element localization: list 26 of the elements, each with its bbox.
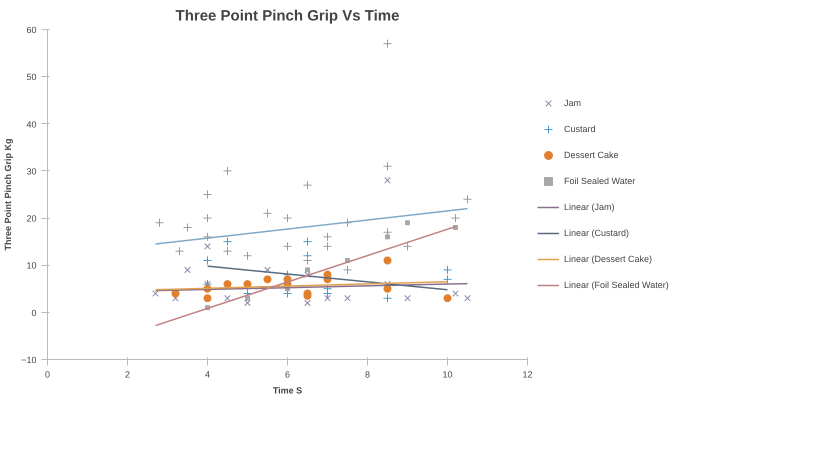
x-tick-label: 4 xyxy=(204,370,210,380)
legend-label: Linear (Custard) xyxy=(564,228,630,238)
legend-label: Linear (Foil Sealed Water) xyxy=(564,280,669,290)
x-axis-title: Time S xyxy=(272,386,302,396)
chart-title: Three Point Pinch Grip Vs Time xyxy=(176,8,400,24)
y-tick-label: −10 xyxy=(21,355,37,365)
y-axis-title: Three Point Pinch Grip Kg xyxy=(3,138,14,251)
y-tick-label: 30 xyxy=(26,166,37,176)
x-tick-label: 6 xyxy=(284,370,290,380)
legend-label: Jam xyxy=(564,98,582,108)
legend-label: Dessert Cake xyxy=(564,150,619,160)
legend-label: Linear (Jam) xyxy=(564,202,615,212)
y-tick-label: 20 xyxy=(26,214,37,224)
y-tick-label: 0 xyxy=(31,308,37,318)
x-tick-label: 10 xyxy=(442,370,453,380)
legend-label: Foil Sealed Water xyxy=(564,176,636,186)
legend-label: Custard xyxy=(564,124,596,134)
y-tick-label: 50 xyxy=(26,72,37,82)
x-tick-label: 8 xyxy=(364,370,370,380)
x-tick-label: 12 xyxy=(522,370,533,380)
x-tick-label: 0 xyxy=(44,370,50,380)
y-tick-label: 40 xyxy=(26,119,37,130)
legend-label: Linear (Dessert Cake) xyxy=(564,254,652,264)
y-tick-label: 60 xyxy=(26,25,37,35)
y-tick-label: 10 xyxy=(26,260,37,271)
x-tick-label: 2 xyxy=(124,370,130,380)
